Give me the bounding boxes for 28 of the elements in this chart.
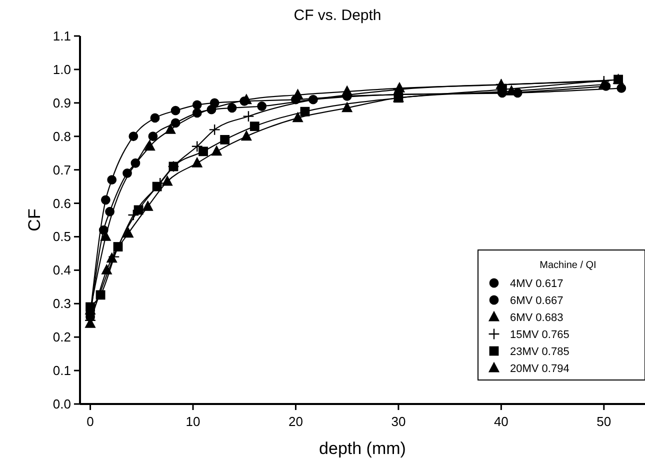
y-tick-label: 0.6 <box>52 196 71 211</box>
legend-label: 4MV 0.617 <box>510 278 564 290</box>
x-tick-label: 30 <box>391 414 406 429</box>
y-tick-label: 0.7 <box>52 162 71 178</box>
x-tick-label: 50 <box>596 414 612 429</box>
x-tick-label: 10 <box>186 414 200 429</box>
y-axis-title: CF <box>25 208 44 232</box>
y-tick-label: 0.0 <box>52 396 71 412</box>
legend-label: 6MV 0.683 <box>510 312 564 324</box>
y-tick-label: 0.4 <box>52 262 71 278</box>
x-tick-label: 40 <box>494 414 508 429</box>
y-tick-label: 1.1 <box>52 28 71 44</box>
x-axis-title: depth (mm) <box>319 439 406 458</box>
y-tick-label: 0.8 <box>52 128 71 144</box>
legend-title: Machine / QI <box>540 260 596 271</box>
y-tick-label: 1.0 <box>52 62 71 77</box>
legend-label: 20MV 0.794 <box>510 363 570 375</box>
legend-label: 23MV 0.785 <box>510 346 570 358</box>
chart-title: CF vs. Depth <box>294 7 382 24</box>
y-tick-label: 0.2 <box>52 330 71 345</box>
y-tick-label: 0.3 <box>52 296 71 312</box>
y-tick-label: 0.9 <box>52 95 71 110</box>
x-tick-label: 0 <box>86 414 94 429</box>
legend-label: 15MV 0.765 <box>510 329 570 341</box>
y-tick-label: 0.1 <box>52 363 71 378</box>
x-tick-label: 20 <box>288 414 303 429</box>
y-tick-label: 0.5 <box>52 229 71 244</box>
legend-label: 6MV 0.667 <box>510 295 564 307</box>
